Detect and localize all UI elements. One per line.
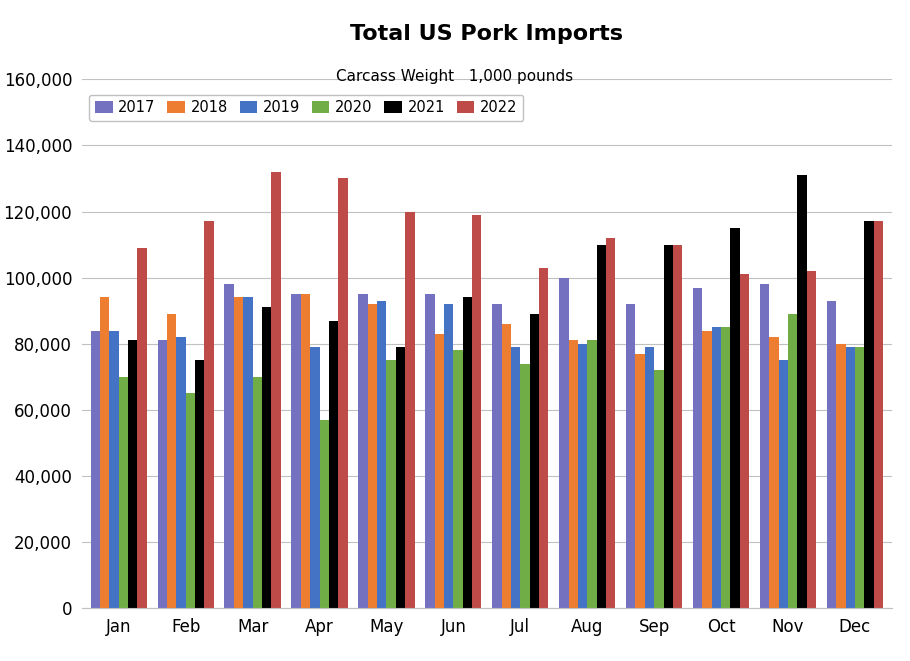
- Bar: [177, 337, 186, 608]
- Bar: [626, 304, 635, 608]
- Bar: [845, 347, 855, 608]
- Bar: [137, 248, 147, 608]
- Bar: [425, 294, 435, 608]
- Bar: [569, 340, 578, 608]
- Bar: [779, 360, 788, 608]
- Bar: [827, 301, 836, 608]
- Bar: [262, 307, 271, 608]
- Title: Total US Pork Imports: Total US Pork Imports: [350, 24, 623, 44]
- Bar: [797, 175, 807, 608]
- Bar: [234, 297, 243, 608]
- Bar: [225, 284, 234, 608]
- Bar: [453, 350, 463, 608]
- Bar: [740, 274, 749, 608]
- Bar: [645, 347, 654, 608]
- Bar: [301, 294, 310, 608]
- Bar: [539, 268, 549, 608]
- Bar: [492, 304, 501, 608]
- Bar: [167, 314, 177, 608]
- Bar: [874, 221, 883, 608]
- Bar: [654, 370, 663, 608]
- Bar: [511, 347, 521, 608]
- Bar: [91, 330, 100, 608]
- Bar: [712, 327, 721, 608]
- Bar: [769, 337, 779, 608]
- Bar: [100, 297, 109, 608]
- Text: Carcass Weight   1,000 pounds: Carcass Weight 1,000 pounds: [337, 69, 573, 85]
- Bar: [396, 347, 405, 608]
- Bar: [243, 297, 253, 608]
- Bar: [435, 334, 444, 608]
- Bar: [310, 347, 319, 608]
- Bar: [864, 221, 874, 608]
- Bar: [663, 245, 672, 608]
- Bar: [186, 393, 195, 608]
- Bar: [760, 284, 769, 608]
- Bar: [405, 212, 415, 608]
- Bar: [195, 360, 205, 608]
- Bar: [291, 294, 301, 608]
- Bar: [587, 340, 597, 608]
- Bar: [501, 324, 511, 608]
- Bar: [578, 344, 587, 608]
- Bar: [253, 377, 262, 608]
- Bar: [387, 360, 396, 608]
- Bar: [693, 288, 703, 608]
- Bar: [271, 172, 280, 608]
- Bar: [359, 294, 368, 608]
- Bar: [559, 278, 569, 608]
- Bar: [109, 330, 118, 608]
- Bar: [597, 245, 606, 608]
- Bar: [329, 321, 339, 608]
- Legend: 2017, 2018, 2019, 2020, 2021, 2022: 2017, 2018, 2019, 2020, 2021, 2022: [89, 95, 523, 121]
- Bar: [118, 377, 128, 608]
- Bar: [855, 347, 864, 608]
- Bar: [788, 314, 797, 608]
- Bar: [672, 245, 682, 608]
- Bar: [128, 340, 137, 608]
- Bar: [606, 238, 615, 608]
- Bar: [319, 420, 329, 608]
- Bar: [635, 354, 645, 608]
- Bar: [339, 178, 348, 608]
- Bar: [530, 314, 539, 608]
- Bar: [836, 344, 845, 608]
- Bar: [205, 221, 214, 608]
- Bar: [157, 340, 167, 608]
- Bar: [377, 301, 387, 608]
- Bar: [703, 330, 712, 608]
- Bar: [368, 304, 377, 608]
- Bar: [731, 228, 740, 608]
- Bar: [472, 215, 481, 608]
- Bar: [807, 271, 816, 608]
- Bar: [721, 327, 731, 608]
- Bar: [463, 297, 472, 608]
- Bar: [444, 304, 453, 608]
- Bar: [521, 364, 530, 608]
